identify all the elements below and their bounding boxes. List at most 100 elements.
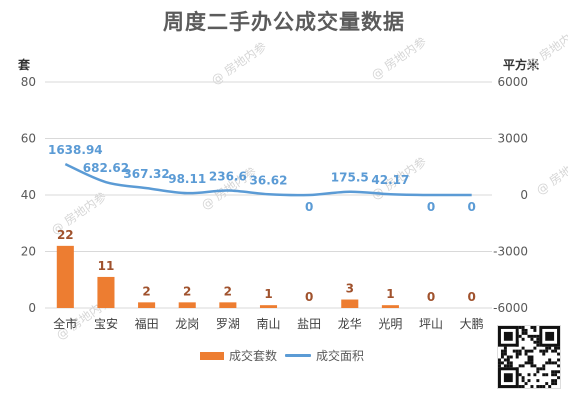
- line-value-label: 0: [468, 200, 476, 214]
- qr-module: [498, 364, 501, 368]
- qr-module: [533, 364, 537, 368]
- qr-module: [533, 346, 537, 350]
- left-tick-label: 40: [21, 188, 36, 202]
- qr-module: [530, 326, 534, 329]
- bar-value-label: 2: [183, 284, 191, 298]
- qr-module: [551, 349, 555, 353]
- qr-module: [551, 373, 555, 377]
- bar: [138, 302, 156, 308]
- qr-module: [503, 346, 507, 350]
- qr-module: [545, 382, 549, 386]
- qr-module: [530, 349, 534, 353]
- qr-module: [521, 337, 525, 341]
- qr-module: [533, 373, 537, 377]
- qr-module: [545, 373, 549, 377]
- qr-module: [557, 346, 560, 350]
- right-tick-label: 3000: [497, 132, 528, 146]
- qr-module: [524, 331, 528, 335]
- qr-module: [551, 382, 555, 386]
- qr-module: [524, 328, 528, 332]
- qr-module: [536, 334, 540, 338]
- qr-module: [542, 373, 546, 377]
- legend-line-swatch: [285, 354, 312, 357]
- bar: [259, 305, 278, 308]
- line-value-label: 98.11: [168, 172, 206, 186]
- qr-module: [554, 349, 558, 353]
- qr-module: [518, 364, 522, 368]
- qr-module: [557, 364, 560, 368]
- qr-module: [521, 376, 525, 380]
- qr-module: [518, 349, 522, 353]
- qr-module: [521, 326, 525, 329]
- qr-module: [539, 385, 543, 388]
- qr-module: [533, 326, 537, 329]
- qr-module: [527, 358, 531, 362]
- line-value-label: 682.62: [83, 161, 129, 175]
- qr-module: [536, 337, 540, 341]
- right-tick-label: 6000: [497, 75, 528, 89]
- bar-value-label: 0: [305, 290, 313, 304]
- qr-module: [527, 361, 531, 365]
- line-value-label: 0: [305, 200, 313, 214]
- qr-module: [542, 367, 546, 371]
- watermark-text: @ 房地内参: [208, 39, 269, 88]
- line-value-label: 0: [427, 200, 435, 214]
- bar: [381, 305, 399, 308]
- category-label: 龙华: [338, 317, 362, 331]
- qr-module: [551, 379, 555, 383]
- qr-module: [557, 358, 560, 362]
- qr-module: [506, 358, 510, 362]
- qr-module: [524, 361, 528, 365]
- qr-module: [500, 352, 504, 356]
- qr-module: [521, 385, 525, 388]
- qr-module: [551, 361, 555, 365]
- qr-module: [521, 379, 525, 383]
- qr-module: [557, 352, 560, 356]
- qr-module: [530, 337, 534, 341]
- qr-module: [518, 352, 522, 356]
- category-label: 罗湖: [216, 316, 240, 331]
- qr-module: [530, 358, 534, 362]
- qr-module: [539, 367, 543, 371]
- category-label: 光明: [378, 317, 402, 331]
- qr-module: [521, 331, 525, 335]
- qr-module: [518, 326, 522, 329]
- qr-module: [554, 346, 558, 350]
- category-label: 宝安: [94, 316, 118, 331]
- qr-module: [503, 364, 507, 368]
- qr-module: [518, 334, 522, 338]
- qr-module: [530, 385, 534, 388]
- qr-code-icon: [497, 325, 561, 389]
- qr-module: [498, 358, 501, 362]
- line-value-label: 367.32: [123, 167, 169, 181]
- bar: [56, 245, 74, 308]
- qr-module: [512, 349, 516, 353]
- qr-module: [500, 355, 504, 359]
- qr-module: [500, 361, 504, 365]
- qr-module: [524, 349, 528, 353]
- qr-module: [548, 385, 552, 388]
- qr-module: [503, 349, 507, 353]
- left-tick-label: 60: [21, 132, 36, 146]
- category-label: 龙岗: [175, 317, 199, 331]
- qr-module: [509, 364, 513, 368]
- qr-module: [545, 346, 549, 350]
- legend-bar-swatch: [200, 351, 224, 360]
- category-label: 全市: [53, 316, 77, 331]
- left-tick-label: 0: [28, 301, 36, 315]
- watermark-text: @ 房地内参: [533, 149, 568, 198]
- bar-value-label: 2: [224, 284, 232, 298]
- left-tick-label: 80: [21, 75, 36, 89]
- legend-item-line: 成交面积: [285, 347, 364, 364]
- qr-finder: [545, 331, 555, 341]
- line-series: [64, 162, 472, 197]
- bar: [97, 276, 115, 308]
- bar-value-label: 0: [468, 290, 476, 304]
- bar-value-label: 2: [142, 284, 150, 298]
- qr-module: [530, 361, 534, 365]
- qr-module: [521, 346, 525, 350]
- bar: [178, 302, 196, 308]
- left-axis-unit: 套: [18, 58, 31, 72]
- qr-module: [554, 370, 558, 374]
